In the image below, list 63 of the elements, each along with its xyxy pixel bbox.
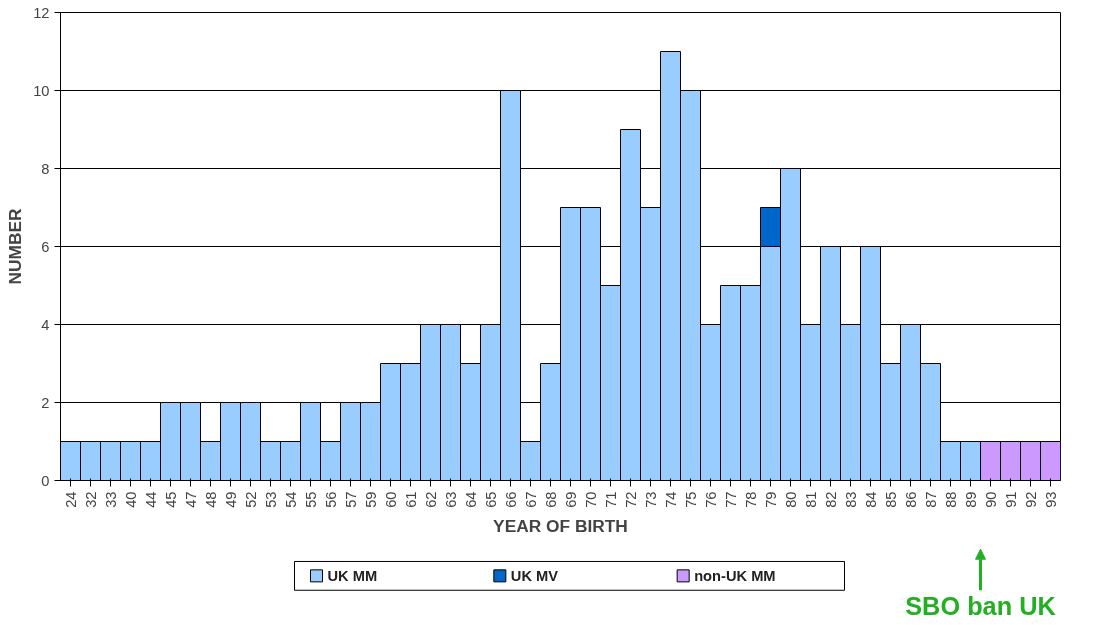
x-tick-label: 77 <box>722 491 739 508</box>
x-tick-label: 24 <box>62 491 79 508</box>
x-tick-label: 83 <box>842 491 859 508</box>
x-tick-label: 71 <box>602 491 619 508</box>
x-tick-label: 89 <box>962 491 979 508</box>
legend-label: UK MV <box>510 567 559 584</box>
x-tick-label: 32 <box>82 491 99 508</box>
x-tick-label: 78 <box>742 491 759 508</box>
x-tick-label: 53 <box>262 491 279 508</box>
x-tick-label: 70 <box>582 491 599 508</box>
x-tick-label: 88 <box>942 491 959 508</box>
y-tick-label: 10 <box>33 82 50 99</box>
x-axis-title: YEAR OF BIRTH <box>493 515 628 536</box>
x-tick-label: 84 <box>862 491 879 508</box>
x-tick-label: 81 <box>802 491 819 508</box>
x-tick-label: 61 <box>402 491 419 508</box>
legend-label: non-UK MM <box>694 567 776 584</box>
x-tick-label: 63 <box>442 491 459 508</box>
x-tick-label: 48 <box>202 491 219 508</box>
x-tick-label: 69 <box>562 491 579 508</box>
x-tick-label: 93 <box>1042 491 1059 508</box>
x-tick-label: 33 <box>102 491 119 508</box>
x-tick-label: 67 <box>522 491 539 508</box>
x-tick-label: 72 <box>622 491 639 508</box>
x-tick-label: 55 <box>302 491 319 508</box>
x-tick-label: 56 <box>322 491 339 508</box>
x-tick-label: 57 <box>342 491 359 508</box>
y-tick-label: 0 <box>41 472 50 489</box>
x-tick-label: 66 <box>502 491 519 508</box>
x-tick-label: 60 <box>382 491 399 508</box>
x-tick-label: 45 <box>162 491 179 508</box>
x-tick-label: 92 <box>1022 491 1039 508</box>
x-tick-label: 75 <box>682 491 699 508</box>
x-tick-label: 90 <box>982 491 999 508</box>
x-tick-label: 86 <box>902 491 919 508</box>
y-tick-label: 6 <box>41 238 50 255</box>
y-tick-label: 2 <box>41 394 50 411</box>
y-tick-label: 8 <box>41 160 50 177</box>
x-tick-label: 40 <box>122 491 139 508</box>
x-tick-label: 44 <box>142 491 159 508</box>
x-tick-label: 65 <box>482 491 499 508</box>
x-tick-label: 73 <box>642 491 659 508</box>
y-tick-label: 4 <box>41 316 50 333</box>
x-tick-label: 68 <box>542 491 559 508</box>
x-tick-label: 59 <box>362 491 379 508</box>
y-tick-label: 12 <box>33 4 50 21</box>
x-tick-label: 80 <box>782 491 799 508</box>
y-axis-title: NUMBER <box>5 207 26 285</box>
legend-label: UK MM <box>327 567 378 584</box>
x-tick-label: 74 <box>662 491 679 508</box>
x-tick-label: 52 <box>242 491 259 508</box>
x-tick-label: 54 <box>282 491 299 508</box>
x-tick-label: 47 <box>182 491 199 508</box>
x-tick-label: 62 <box>422 491 439 508</box>
x-tick-label: 76 <box>702 491 719 508</box>
x-tick-label: 87 <box>922 491 939 508</box>
x-tick-label: 91 <box>1002 491 1019 508</box>
text: SBO ban UK <box>905 592 1057 621</box>
x-tick-label: 82 <box>822 491 839 508</box>
x-tick-label: 49 <box>222 491 239 508</box>
x-tick-label: 64 <box>462 491 479 508</box>
x-tick-label: 85 <box>882 491 899 508</box>
x-tick-label: 79 <box>762 491 779 508</box>
